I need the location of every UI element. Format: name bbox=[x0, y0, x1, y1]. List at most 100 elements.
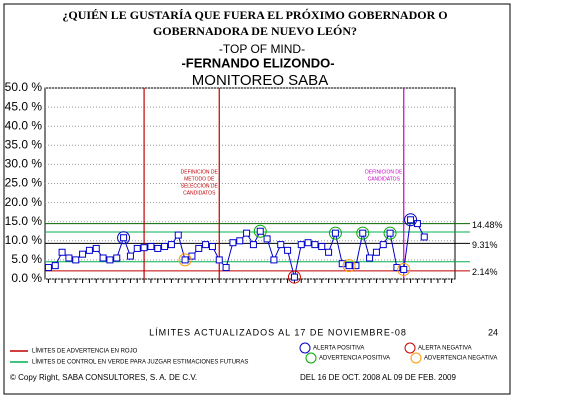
highlight-circle bbox=[342, 259, 356, 273]
data-point bbox=[72, 256, 80, 264]
event-label: METODO DE bbox=[184, 176, 215, 182]
event-label: CANDIDATOS bbox=[183, 190, 216, 196]
data-point bbox=[331, 229, 339, 237]
data-point bbox=[325, 248, 333, 256]
data-point bbox=[297, 241, 305, 249]
data-point bbox=[304, 239, 312, 247]
data-point bbox=[208, 243, 216, 251]
legend-marker bbox=[299, 342, 311, 354]
legend-marker bbox=[404, 342, 416, 354]
event-label: CANDIDATOS bbox=[368, 176, 401, 182]
data-point bbox=[256, 227, 264, 235]
y-tick-label: 10.0 % bbox=[5, 233, 43, 247]
y-tick-label: 5.0 % bbox=[11, 252, 42, 266]
data-point bbox=[338, 260, 346, 268]
data-point bbox=[161, 243, 169, 251]
data-point bbox=[154, 244, 162, 252]
legend-label: LÍMITES DE ADVERTENCIA EN ROJO bbox=[32, 348, 138, 355]
data-point bbox=[413, 220, 421, 228]
data-point bbox=[85, 246, 93, 254]
reference-label: 14.48% bbox=[472, 220, 503, 230]
data-point bbox=[120, 234, 128, 242]
data-point bbox=[92, 244, 100, 252]
data-point bbox=[407, 216, 415, 224]
highlight-circle bbox=[356, 226, 370, 240]
y-tick-label: 40.0 % bbox=[5, 118, 43, 132]
data-point bbox=[222, 264, 230, 272]
legend-label: ADVERTENCIA POSITIVA bbox=[319, 356, 390, 362]
frame bbox=[3, 3, 511, 395]
highlight-circle bbox=[117, 231, 131, 245]
data-point bbox=[99, 254, 107, 262]
sample-count: 24 bbox=[488, 327, 498, 337]
data-point bbox=[359, 229, 367, 237]
data-point bbox=[243, 229, 251, 237]
reference-label: 2.14% bbox=[472, 267, 498, 277]
legend-marker bbox=[305, 352, 317, 364]
highlight-circle bbox=[404, 213, 418, 227]
y-tick-label: 45.0 % bbox=[5, 99, 43, 113]
data-point bbox=[229, 239, 237, 247]
event-label: DEFINICION DE bbox=[365, 169, 403, 175]
subtitle: -TOP OF MIND- bbox=[219, 42, 305, 56]
data-point bbox=[379, 241, 387, 249]
data-point bbox=[366, 254, 374, 262]
highlight-circle bbox=[383, 226, 397, 240]
data-point bbox=[65, 254, 73, 262]
data-point bbox=[270, 256, 278, 264]
data-point bbox=[345, 262, 353, 270]
subtitle: -FERNANDO ELIZONDO- bbox=[181, 55, 334, 70]
data-point bbox=[263, 235, 271, 243]
data-point bbox=[277, 241, 285, 249]
highlight-circle bbox=[287, 270, 301, 284]
highlight-circle bbox=[178, 253, 192, 267]
data-point bbox=[44, 264, 52, 272]
chart-title: GOBERNADORA DE NUEVO LEÓN? bbox=[153, 24, 357, 38]
data-point bbox=[215, 256, 223, 264]
highlight-circle bbox=[253, 224, 267, 238]
data-point bbox=[188, 252, 196, 260]
event-label: DEFINICION DE bbox=[181, 169, 219, 175]
footer: © Copy Right, SABA CONSULTORES, S. A. DE… bbox=[10, 373, 197, 382]
data-point bbox=[352, 262, 360, 270]
data-point bbox=[400, 265, 408, 273]
data-point bbox=[174, 231, 182, 239]
data-point bbox=[147, 243, 155, 251]
y-tick-label: 35.0 % bbox=[5, 137, 43, 151]
data-point bbox=[58, 248, 66, 256]
data-point bbox=[236, 237, 244, 245]
legend-label: ALERTA NEGATIVA bbox=[418, 346, 472, 352]
highlight-circle bbox=[328, 226, 342, 240]
data-point bbox=[195, 244, 203, 252]
y-tick-label: 0.0 % bbox=[11, 271, 42, 285]
data-point bbox=[202, 241, 210, 249]
data-point bbox=[420, 233, 428, 241]
y-tick-label: 50.0 % bbox=[5, 80, 43, 94]
event-label: SELECCION DE bbox=[181, 183, 219, 189]
data-point bbox=[249, 241, 257, 249]
y-tick-label: 30.0 % bbox=[5, 157, 43, 171]
data-point bbox=[181, 256, 189, 264]
subtitle: MONITOREO SABA bbox=[192, 72, 328, 89]
data-point bbox=[318, 243, 326, 251]
data-point bbox=[106, 256, 114, 264]
legend-marker bbox=[410, 352, 422, 364]
data-point bbox=[372, 248, 380, 256]
note: LÍMITES ACTUALIZADOS AL 17 DE NOVIEMBRE-… bbox=[149, 327, 407, 337]
highlight-circle bbox=[397, 262, 411, 276]
y-tick-label: 20.0 % bbox=[5, 195, 43, 209]
footer: DEL 16 DE OCT. 2008 AL 09 DE FEB. 2009 bbox=[300, 373, 456, 382]
legend-label: LÍMITES DE CONTROL EN VERDE PARA JUZGAR … bbox=[32, 359, 248, 366]
data-point bbox=[79, 250, 87, 258]
data-point bbox=[311, 241, 319, 249]
legend-label: ADVERTENCIA NEGATIVA bbox=[424, 356, 497, 362]
data-point bbox=[284, 246, 292, 254]
data-point bbox=[51, 262, 59, 270]
reference-label: 9.31% bbox=[472, 240, 498, 250]
data-point bbox=[167, 241, 175, 249]
data-point bbox=[113, 254, 121, 262]
chart-title: ¿QUIÉN LE GUSTARÍA QUE FUERA EL PRÓXIMO … bbox=[62, 8, 447, 22]
data-point bbox=[393, 264, 401, 272]
data-point bbox=[140, 244, 148, 252]
